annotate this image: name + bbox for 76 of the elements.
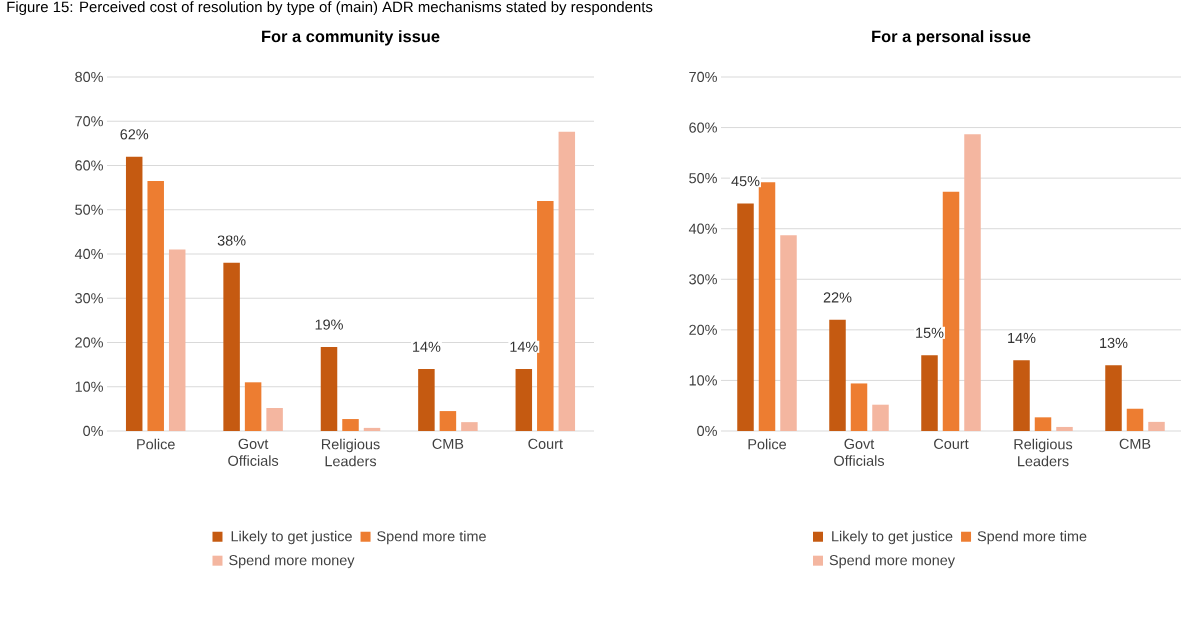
chart-title: For a community issue xyxy=(262,30,440,46)
legend-label: Likely to get justice xyxy=(832,530,953,545)
bar xyxy=(320,346,338,431)
bar xyxy=(266,407,283,431)
x-tick-label: Police xyxy=(748,438,787,450)
bar xyxy=(342,419,359,431)
y-tick-label: 10% xyxy=(75,381,103,392)
bar xyxy=(558,131,576,431)
y-tick-label: 50% xyxy=(75,204,103,215)
y-tick-label: 40% xyxy=(74,248,103,260)
chart-title: For a personal issue xyxy=(872,30,1031,46)
y-tick-label: 70% xyxy=(689,71,717,83)
bar xyxy=(418,369,435,431)
bar xyxy=(244,382,262,431)
bar xyxy=(515,369,533,431)
bar xyxy=(737,203,754,431)
data-label: 19% xyxy=(315,319,343,330)
legend-label: Likely to get justice xyxy=(231,530,352,545)
legend-label: Spend more money xyxy=(229,554,355,569)
legend-label: Spend more time xyxy=(377,530,486,545)
y-tick-label: 20% xyxy=(689,324,717,335)
x-tick-label: Court xyxy=(934,438,969,449)
bar xyxy=(537,200,554,431)
bar xyxy=(1034,417,1052,431)
x-tick-label: CMB xyxy=(1119,438,1151,449)
y-tick-label: 70% xyxy=(75,116,103,127)
bar xyxy=(1013,360,1030,431)
data-label: 62% xyxy=(120,129,149,140)
y-tick-label: 80% xyxy=(75,71,103,83)
y-tick-label: 10% xyxy=(689,375,717,386)
y-tick-label: 60% xyxy=(689,122,717,133)
x-tick-label: Religious Leaders xyxy=(321,438,380,467)
x-tick-label: CMB xyxy=(432,438,464,449)
data-label: 14% xyxy=(510,341,538,352)
y-tick-label: 0% xyxy=(83,425,103,437)
bar xyxy=(461,422,478,431)
bar xyxy=(1148,421,1165,431)
bar xyxy=(363,427,381,431)
bar xyxy=(1056,426,1073,431)
data-label: 15% xyxy=(916,327,944,338)
x-tick-label: Govt Officials xyxy=(834,438,885,466)
caption: Figure 15: Perceived cost of resolution by type of (main) ADR mechanisms stated by respondents xyxy=(7,1,653,16)
bar xyxy=(921,355,938,431)
y-tick-label: 40% xyxy=(688,223,717,234)
y-tick-label: 20% xyxy=(75,337,103,348)
x-tick-label: Religious Leaders xyxy=(1014,438,1073,467)
bar xyxy=(1126,408,1144,431)
data-label: 22% xyxy=(823,292,852,303)
bar xyxy=(147,180,164,431)
bar xyxy=(168,249,186,431)
bar xyxy=(125,156,143,431)
bar xyxy=(872,404,889,431)
data-label: 38% xyxy=(217,235,246,246)
bar xyxy=(964,134,981,431)
data-label: 14% xyxy=(1008,332,1036,343)
legend-label: Spend more time xyxy=(977,530,1087,545)
x-tick-label: Police xyxy=(137,438,175,450)
bar xyxy=(439,411,457,431)
bar xyxy=(829,319,846,431)
bar xyxy=(850,383,868,431)
data-label: 13% xyxy=(1100,337,1128,349)
y-tick-label: 30% xyxy=(75,293,103,304)
bar xyxy=(1105,365,1122,431)
x-tick-label: Court xyxy=(528,438,563,449)
y-tick-label: 50% xyxy=(689,173,717,184)
bar xyxy=(780,235,797,431)
legend-label: Spend more money xyxy=(829,554,955,569)
data-label: 14% xyxy=(413,341,441,352)
y-tick-label: 60% xyxy=(75,160,103,171)
y-tick-label: 0% xyxy=(697,425,717,437)
y-tick-label: 30% xyxy=(689,274,717,285)
x-tick-label: Govt Officials xyxy=(228,438,279,466)
bar xyxy=(758,182,776,431)
bar xyxy=(942,191,960,431)
data-label: 45% xyxy=(731,176,760,187)
bar xyxy=(223,262,240,431)
